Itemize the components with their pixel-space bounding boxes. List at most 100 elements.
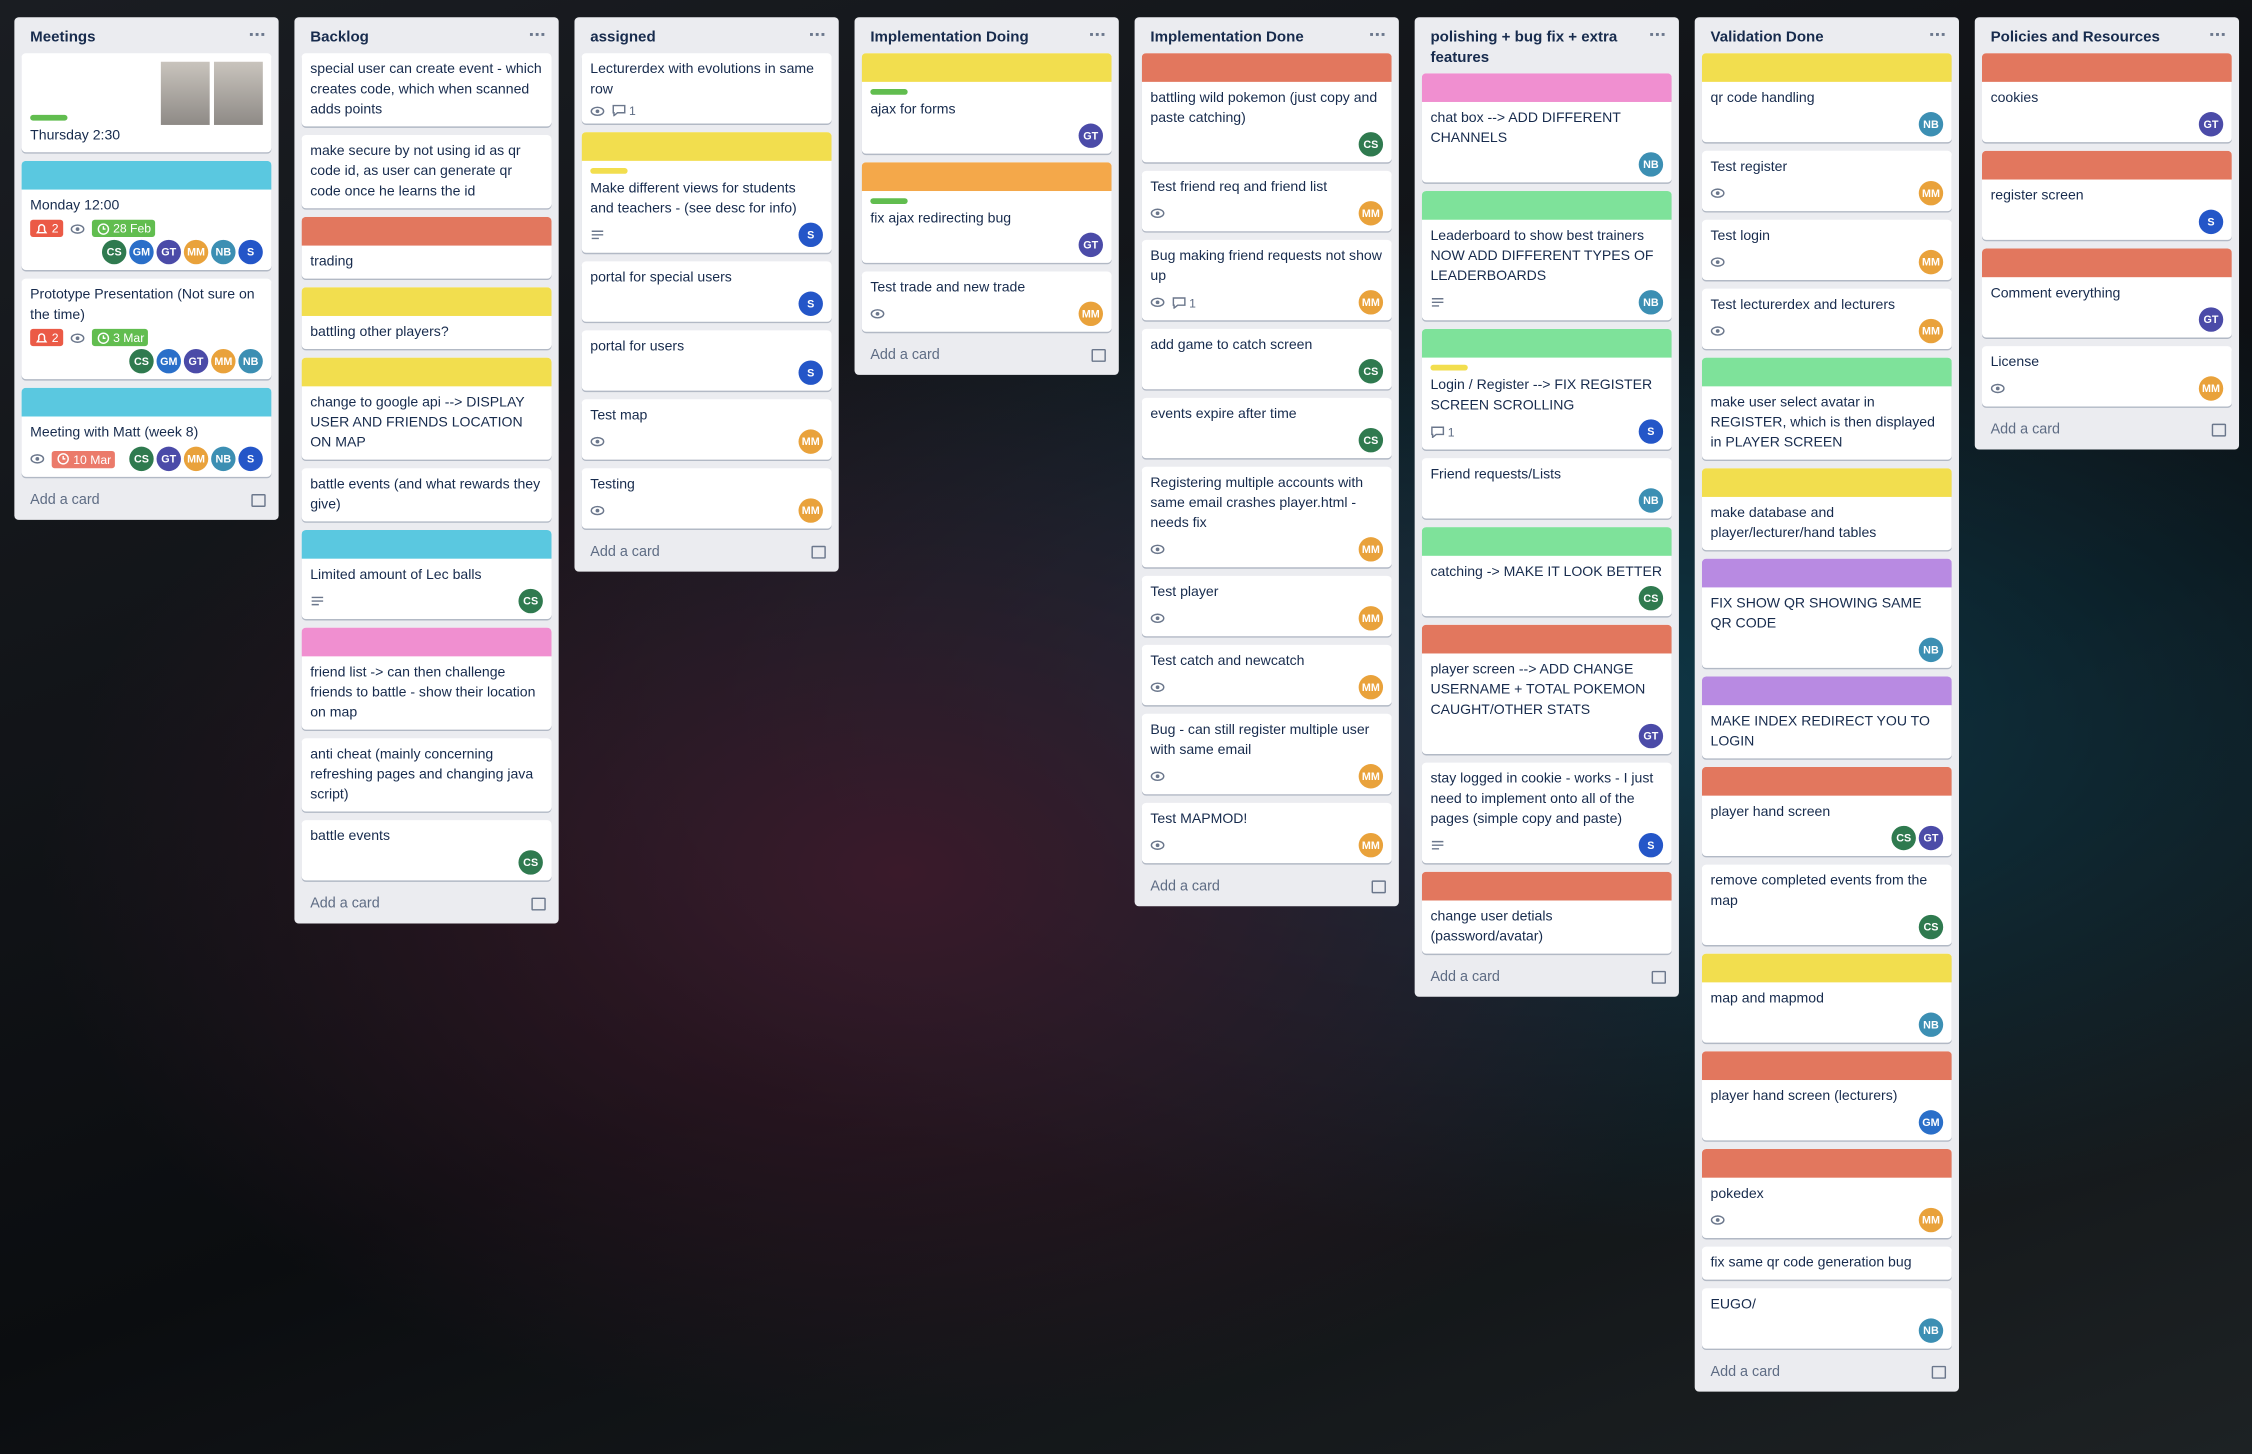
member-avatar[interactable]: MM — [183, 446, 209, 472]
card[interactable]: Monday 12:00 2 28 Feb CS GM GT MM NB S — [21, 160, 272, 271]
member-avatar[interactable]: MM — [1358, 606, 1384, 631]
card[interactable]: Test player MM — [1141, 575, 1392, 637]
member-avatar[interactable]: GT — [1918, 825, 1944, 851]
card[interactable]: map and mapmod NB — [1701, 953, 1952, 1043]
member-avatar[interactable]: NB — [1918, 112, 1944, 137]
card[interactable]: Test lecturerdex and lecturers MM — [1701, 288, 1952, 349]
card[interactable]: Test friend req and friend list MM — [1141, 170, 1392, 232]
add-card-button[interactable]: Add a card — [1982, 415, 2232, 449]
member-avatar[interactable]: CS — [1358, 132, 1384, 157]
member-avatar[interactable]: CS — [129, 348, 154, 374]
member-avatar[interactable]: S — [1638, 419, 1664, 444]
card[interactable]: Make different views for students and te… — [581, 132, 832, 253]
card[interactable]: Testing MM — [581, 468, 832, 529]
card[interactable]: friend list -> can then challenge friend… — [301, 627, 552, 730]
member-avatar[interactable]: CS — [1891, 825, 1916, 851]
member-avatar[interactable]: S — [1638, 832, 1664, 858]
card[interactable]: Registering multiple accounts with same … — [1141, 466, 1392, 568]
add-card-button[interactable]: Add a card — [22, 485, 272, 519]
member-avatar[interactable]: CS — [1638, 585, 1664, 611]
member-avatar[interactable]: S — [2198, 209, 2224, 235]
add-card-button[interactable]: Add a card — [582, 537, 832, 571]
card[interactable]: Meeting with Matt (week 8) 10 Mar CS GT MM NB… — [21, 387, 272, 477]
member-avatar[interactable]: NB — [211, 446, 236, 472]
card[interactable]: FIX SHOW QR SHOWING SAME QR CODE NB — [1701, 558, 1952, 668]
card[interactable]: battle events CS — [301, 820, 552, 881]
member-avatar[interactable]: MM — [1358, 764, 1384, 789]
add-card-button[interactable]: Add a card — [862, 340, 1112, 374]
member-avatar[interactable]: MM — [1918, 1207, 1944, 1233]
card[interactable]: Login / Register --> FIX REGISTER SCREEN… — [1421, 328, 1672, 450]
member-avatar[interactable]: MM — [1918, 318, 1944, 344]
card[interactable]: fix same qr code generation bug — [1701, 1246, 1952, 1280]
member-avatar[interactable]: S — [798, 360, 823, 385]
member-avatar[interactable]: S — [798, 291, 823, 316]
member-avatar[interactable]: NB — [1638, 290, 1664, 315]
member-avatar[interactable]: GT — [1638, 723, 1664, 749]
member-avatar[interactable]: GT — [183, 348, 209, 374]
card[interactable]: register screen S — [1981, 150, 2232, 240]
add-card-button[interactable]: Add a card — [1422, 962, 1672, 996]
list-menu-button[interactable] — [1369, 26, 1386, 40]
card[interactable]: make secure by not using id as qr code i… — [301, 135, 552, 209]
card[interactable]: License MM — [1981, 346, 2232, 407]
member-avatar[interactable]: GT — [2198, 307, 2224, 332]
card[interactable]: pokedex MM — [1701, 1148, 1952, 1239]
member-avatar[interactable]: GM — [156, 348, 181, 374]
card[interactable]: ajax for forms GT — [861, 53, 1112, 154]
card[interactable]: special user can create event - which cr… — [301, 53, 552, 127]
member-avatar[interactable]: MM — [1358, 290, 1384, 315]
card[interactable]: Friend requests/Lists NB — [1421, 458, 1672, 519]
member-avatar[interactable]: MM — [211, 348, 236, 374]
card[interactable]: make user select avatar in REGISTER, whi… — [1701, 357, 1952, 460]
card[interactable]: player hand screen (lecturers) GM — [1701, 1051, 1952, 1141]
card[interactable]: Test register MM — [1701, 150, 1952, 212]
add-card-button[interactable]: Add a card — [1702, 1357, 1952, 1391]
card[interactable]: make database and player/lecturer/hand t… — [1701, 468, 1952, 551]
member-avatar[interactable]: NB — [1918, 637, 1944, 663]
member-avatar[interactable]: S — [238, 446, 263, 472]
card[interactable]: Comment everything GT — [1981, 248, 2232, 338]
member-avatar[interactable]: NB — [1638, 152, 1664, 177]
member-avatar[interactable]: MM — [798, 429, 823, 454]
card[interactable]: change to google api --> DISPLAY USER AN… — [301, 357, 552, 460]
card[interactable]: Bug making friend requests not show up 1 M… — [1141, 239, 1392, 321]
member-avatar[interactable]: GM — [1918, 1110, 1944, 1135]
member-avatar[interactable]: CS — [101, 239, 127, 265]
list-menu-button[interactable] — [529, 26, 546, 40]
card[interactable]: qr code handling NB — [1701, 53, 1952, 143]
add-card-button[interactable]: Add a card — [302, 889, 552, 923]
card[interactable]: Limited amount of Lec balls CS — [301, 529, 552, 620]
card[interactable]: trading — [301, 216, 552, 279]
member-avatar[interactable]: MM — [1358, 537, 1384, 562]
card[interactable]: chat box --> ADD DIFFERENT CHANNELS NB — [1421, 73, 1672, 183]
card[interactable]: Leaderboard to show best trainers NOW AD… — [1421, 191, 1672, 321]
member-avatar[interactable]: GT — [2198, 112, 2224, 137]
card[interactable]: battle events (and what rewards they giv… — [301, 468, 552, 522]
member-avatar[interactable]: NB — [238, 348, 263, 374]
member-avatar[interactable]: MM — [2198, 376, 2224, 401]
list-menu-button[interactable] — [1089, 26, 1106, 40]
member-avatar[interactable]: NB — [1638, 488, 1664, 513]
member-avatar[interactable]: NB — [211, 239, 236, 265]
card[interactable]: change user detials (password/avatar) — [1421, 871, 1672, 954]
member-avatar[interactable]: NB — [1918, 1318, 1944, 1343]
card[interactable]: Test trade and new trade MM — [861, 271, 1112, 332]
card[interactable]: Test catch and newcatch MM — [1141, 644, 1392, 706]
card[interactable]: remove completed events from the map CS — [1701, 864, 1952, 946]
member-avatar[interactable]: GT — [156, 446, 181, 472]
card[interactable]: Lecturerdex with evolutions in same row 1 — [581, 53, 832, 124]
card[interactable]: anti cheat (mainly concerning refreshing… — [301, 738, 552, 812]
card[interactable]: player screen --> ADD CHANGE USERNAME + … — [1421, 624, 1672, 755]
member-avatar[interactable]: CS — [1358, 427, 1384, 453]
card[interactable]: Test MAPMOD! MM — [1141, 802, 1392, 864]
card[interactable]: player hand screen CS GT — [1701, 766, 1952, 856]
list-menu-button[interactable] — [1649, 26, 1666, 40]
card[interactable]: Thursday 2:30 — [21, 53, 272, 153]
member-avatar[interactable]: MM — [798, 498, 823, 523]
card[interactable]: cookies GT — [1981, 53, 2232, 143]
member-avatar[interactable]: MM — [1358, 675, 1384, 700]
member-avatar[interactable]: MM — [183, 239, 209, 265]
card[interactable]: catching -> MAKE IT LOOK BETTER CS — [1421, 527, 1672, 617]
member-avatar[interactable]: CS — [1358, 359, 1384, 384]
